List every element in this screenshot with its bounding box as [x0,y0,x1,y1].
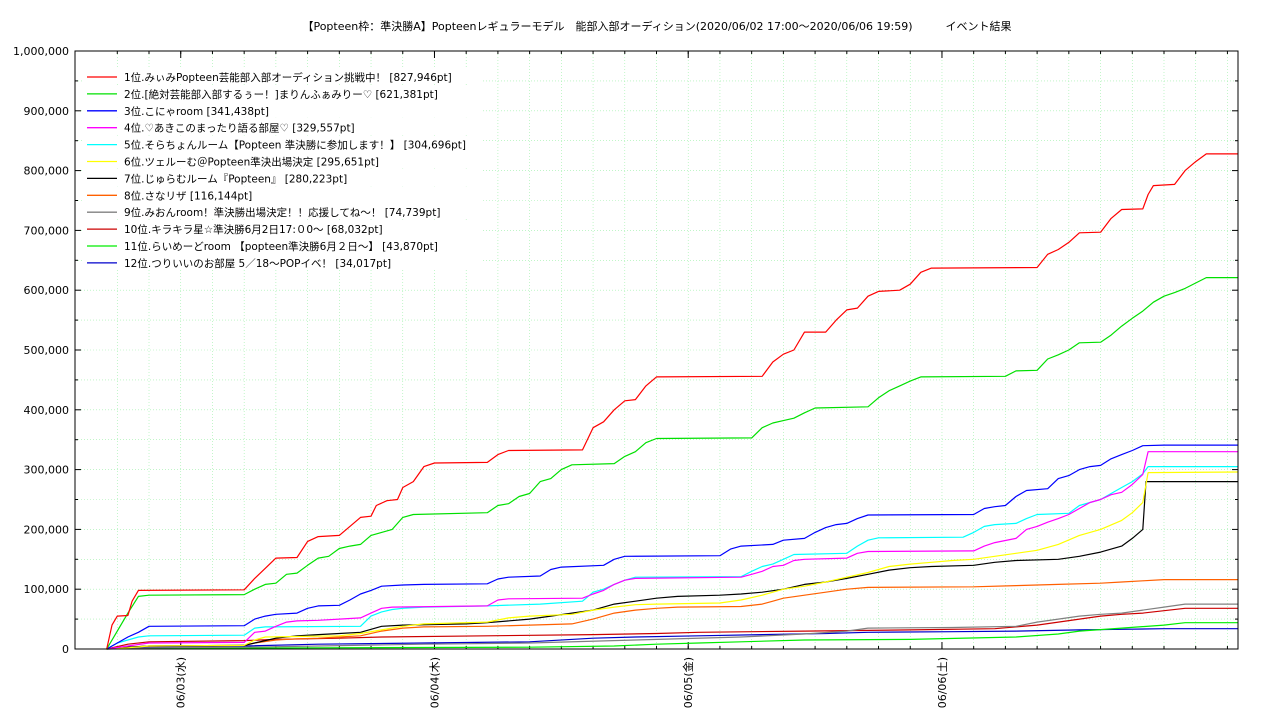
series-line [106,451,1238,650]
legend-bg [82,68,482,84]
series-line [106,481,1238,650]
legend-bg [82,152,482,169]
y-tick-label: 700,000 [24,224,70,237]
series-line [106,471,1239,650]
legend-bg [82,101,482,118]
legend-entry: 3位.こにゃroom [341,438pt] [124,105,269,118]
legend-entry: 12位.つりいいのお部屋 5／18〜POPイベ！ [34,017pt] [124,257,391,270]
y-tick-label: 900,000 [24,105,70,118]
legend-bg [82,203,482,220]
legend-bg [82,135,482,152]
legend-entry: 4位.♡あきこのまったり語る部屋♡ [329,557pt] [124,122,355,135]
legend-bg [82,237,482,253]
y-tick-label: 100,000 [24,583,70,596]
series-line [106,466,1238,650]
x-tick-label: 06/05(金) [681,657,695,708]
series-lines [106,153,1239,650]
y-tick-label: 200,000 [24,523,70,536]
legend-bg [82,84,482,101]
y-tick-label: 0 [62,643,69,656]
series-line [106,603,1238,650]
legend-entry: 10位.キラキラ星☆準決勝6月2日17:０0〜 [68,032pt] [124,223,383,236]
series-line [106,153,1238,650]
series-line [106,277,1238,650]
y-tick-label: 300,000 [24,464,70,477]
series-line [106,579,1238,650]
x-tick-label: 06/03(水) [175,657,188,708]
legend-entry: 9位.みおんroom！準決勝出場決定！！応援してね〜！ [74,739pt] [124,206,440,219]
legend-entry: 8位.さなリザ [116,144pt] [124,189,252,202]
y-tick-label: 400,000 [24,404,70,417]
legend-entry: 11位.らいめーどroom 【popteen準決勝6月２日〜】 [43,870p… [124,240,438,253]
x-tick-label: 06/06(土) [936,657,949,708]
chart-title: 【Popteen枠：準決勝A】Popteenレギュラーモデル 能部入部オーディシ… [302,19,1011,33]
legend-bg [82,118,482,135]
y-tick-label: 600,000 [24,284,70,297]
legend-entry: 7位.じゅらむルーム『Popteen』 [280,223pt] [124,172,347,185]
series-line [106,628,1238,650]
plot-frame [74,50,1239,650]
y-tick-label: 500,000 [24,344,70,357]
chart-legend: 1位.みぃみPopteen芸能部入部オーディション挑戦中！ [827,946pt… [82,68,482,270]
legend-entry: 1位.みぃみPopteen芸能部入部オーディション挑戦中！ [827,946pt… [124,71,452,84]
y-tick-label: 1,000,000 [13,45,69,58]
legend-bg [82,186,482,203]
y-tick-label: 800,000 [24,165,70,178]
legend-bg [82,169,482,186]
x-tick-label: 06/04(木) [428,657,441,708]
legend-entry: 2位.[絶対芸能部入部するぅー！]まりんふぁみりー♡ [621,381pt] [124,88,438,101]
series-line [106,444,1238,650]
legend-bg [82,220,482,237]
legend-bg [82,253,482,270]
series-line [106,622,1238,650]
series-line [106,607,1238,650]
legend-entry: 6位.ツェルーむ＠Popteen準決出場決定 [295,651pt] [124,156,379,169]
y-axis: 0 100,000 200,000 300,000 400,000 500,000 600,… [13,45,1238,656]
legend-entry: 5位.そらちょんルーム【Popteen 準決勝に参加します！】 [304,696… [124,139,466,152]
